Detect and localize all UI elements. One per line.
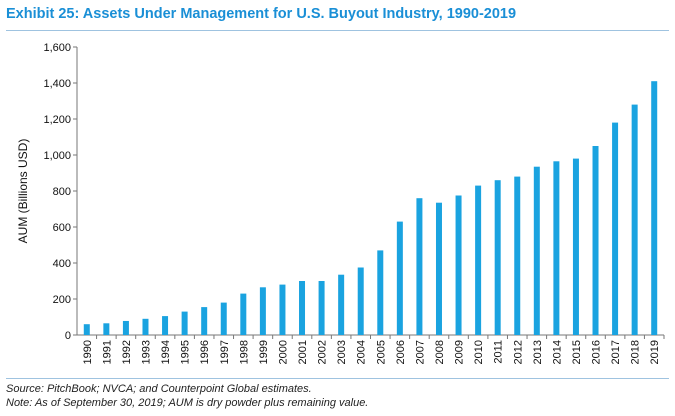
x-tick-label: 2007 bbox=[414, 340, 426, 364]
bar-chart: 0 200 400 600 800 1,000 1,200 1,400 1,600 AUM (Bi… bbox=[16, 42, 665, 364]
x-tick-label: 1994 bbox=[160, 340, 172, 364]
y-tick-label: 800 bbox=[53, 186, 71, 198]
bar bbox=[162, 316, 169, 335]
y-tick-label: 1,200 bbox=[43, 114, 71, 126]
bar bbox=[318, 281, 325, 335]
bar bbox=[377, 250, 384, 335]
y-tick-label: 0 bbox=[65, 330, 71, 342]
bar bbox=[83, 324, 90, 335]
bar bbox=[259, 287, 266, 335]
x-tick-label: 2004 bbox=[356, 340, 368, 364]
bar bbox=[455, 195, 462, 335]
bar bbox=[475, 185, 482, 335]
y-tick-label: 1,600 bbox=[43, 42, 71, 54]
bar bbox=[631, 104, 638, 335]
x-tick-label: 2016 bbox=[591, 340, 603, 364]
footnote: Note: As of September 30, 2019; AUM is d… bbox=[6, 397, 369, 409]
bar bbox=[651, 81, 658, 335]
bar bbox=[181, 311, 188, 335]
x-tick-label: 2008 bbox=[434, 340, 446, 364]
x-tick-label: 2014 bbox=[551, 340, 563, 364]
bar bbox=[220, 302, 227, 335]
x-tick-label: 2017 bbox=[610, 340, 622, 364]
x-tick-label: 2018 bbox=[630, 340, 642, 364]
chart-title: Exhibit 25: Assets Under Management for … bbox=[6, 6, 517, 22]
x-tick-label: 2000 bbox=[277, 340, 289, 364]
x-tick-label: 1991 bbox=[101, 340, 113, 364]
bar bbox=[514, 176, 521, 335]
bar bbox=[592, 146, 599, 335]
x-tick-label: 2012 bbox=[512, 340, 524, 364]
bar bbox=[572, 158, 579, 335]
bar bbox=[494, 180, 501, 335]
y-tick-label: 200 bbox=[53, 294, 71, 306]
bar bbox=[553, 161, 560, 335]
x-tick-label: 2015 bbox=[571, 340, 583, 364]
bar bbox=[299, 281, 306, 335]
bar bbox=[279, 284, 286, 335]
bar bbox=[416, 198, 423, 335]
bar bbox=[103, 323, 110, 335]
footer-divider bbox=[6, 378, 669, 379]
x-tick-label: 1996 bbox=[199, 340, 211, 364]
bar bbox=[435, 202, 442, 335]
x-tick-label: 1992 bbox=[121, 340, 133, 364]
x-tick-label: 2019 bbox=[649, 340, 661, 364]
bar bbox=[201, 307, 208, 335]
y-axis-label: AUM (Billions USD) bbox=[16, 139, 30, 244]
x-tick-label: 2005 bbox=[375, 340, 387, 364]
x-tick-label: 2011 bbox=[493, 340, 505, 364]
x-tick-label: 1995 bbox=[180, 340, 192, 364]
bar bbox=[612, 122, 619, 335]
x-tick-label: 2003 bbox=[336, 340, 348, 364]
x-tick-label: 2002 bbox=[317, 340, 329, 364]
bar bbox=[240, 293, 247, 335]
chart-notes: Source: PitchBook; NVCA; and Counterpoin… bbox=[6, 382, 368, 410]
y-tick-label: 1,400 bbox=[43, 78, 71, 90]
source-note: Source: PitchBook; NVCA; and Counterpoin… bbox=[6, 383, 312, 395]
bar bbox=[142, 318, 149, 335]
x-tick-label: 1999 bbox=[258, 340, 270, 364]
bar bbox=[122, 320, 129, 335]
x-tick-label: 1997 bbox=[219, 340, 231, 364]
y-tick-label: 1,000 bbox=[43, 150, 71, 162]
y-tick-label: 600 bbox=[53, 222, 71, 234]
x-tick-label: 2001 bbox=[297, 340, 309, 364]
x-tick-label: 2013 bbox=[532, 340, 544, 364]
bar bbox=[396, 221, 403, 335]
title-divider bbox=[6, 30, 669, 31]
x-tick-label: 2010 bbox=[473, 340, 485, 364]
bar bbox=[338, 274, 345, 335]
x-tick-label: 2006 bbox=[395, 340, 407, 364]
bar bbox=[533, 166, 540, 335]
x-tick-label: 2009 bbox=[454, 340, 466, 364]
bar bbox=[357, 267, 364, 335]
y-tick-label: 400 bbox=[53, 258, 71, 270]
x-tick-label: 1993 bbox=[140, 340, 152, 364]
x-tick-label: 1998 bbox=[238, 340, 250, 364]
x-tick-label: 1990 bbox=[82, 340, 94, 364]
